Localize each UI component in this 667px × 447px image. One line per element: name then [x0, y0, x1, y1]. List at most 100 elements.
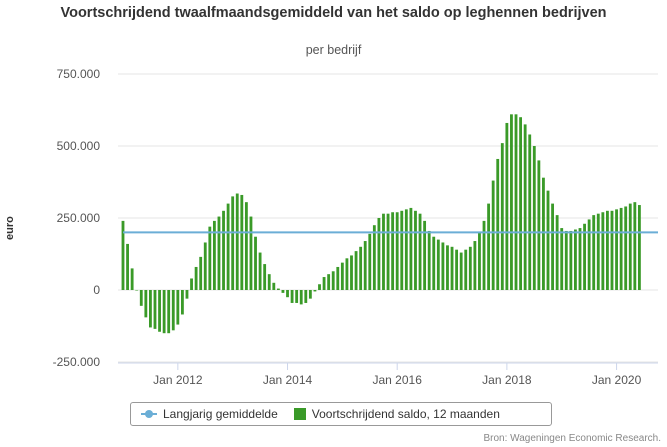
bar [208, 226, 212, 290]
y-tick-label: -250.000 [53, 355, 101, 369]
bar [400, 210, 404, 290]
bar [249, 216, 253, 290]
bar [500, 143, 504, 290]
credits-text: Bron: Wageningen Economic Research. [483, 433, 662, 444]
bar [149, 290, 152, 328]
bar [569, 230, 573, 290]
bar [158, 290, 161, 332]
bar [637, 205, 641, 290]
bar [281, 290, 285, 293]
bar [144, 290, 148, 318]
bar [304, 290, 308, 303]
bar [185, 290, 189, 299]
y-tick-label: 750.000 [57, 67, 101, 81]
legend-label-saldo: Voortschrijdend saldo, 12 maanden [311, 407, 500, 421]
bar [313, 290, 317, 292]
legend-item-saldo[interactable]: Voortschrijdend saldo, 12 maanden [293, 407, 500, 421]
y-tick-label: 250.000 [57, 211, 101, 225]
bar [203, 242, 207, 290]
bar [555, 215, 559, 290]
bar [560, 228, 564, 290]
bar [592, 215, 596, 290]
bar [222, 210, 225, 290]
bar [331, 271, 335, 290]
bar [368, 233, 372, 290]
bar [327, 274, 331, 290]
bar [423, 220, 427, 290]
y-tick-label: 500.000 [57, 139, 101, 153]
bar [226, 203, 230, 290]
bar [482, 220, 486, 290]
bar [427, 230, 431, 290]
bar [615, 209, 618, 290]
bar [404, 209, 408, 290]
bar [276, 288, 280, 290]
bar [194, 266, 198, 290]
bar [231, 196, 235, 290]
chart-title: Voortschrijdend twaalfmaandsgemiddeld va… [60, 5, 607, 21]
y-axis-ticks: -250.000 0 250.000 500.000 750.000 [53, 67, 101, 369]
bar [359, 246, 363, 290]
chart-legend: Langjarig gemiddelde Voortschrijdend sal… [130, 402, 552, 426]
y-tick-label: 0 [93, 283, 100, 297]
bar [633, 202, 637, 290]
bar [624, 206, 628, 290]
bar [601, 212, 605, 290]
bar-series [121, 114, 641, 334]
bar [180, 290, 184, 315]
bar [363, 241, 367, 290]
bar [382, 213, 385, 290]
bar [587, 219, 591, 290]
legend-bar-marker [293, 408, 306, 420]
bar [468, 246, 472, 290]
bar [487, 203, 491, 290]
bar [377, 218, 381, 290]
bar [409, 207, 413, 290]
x-tick-label: Jan 2020 [592, 373, 642, 387]
bar [199, 256, 203, 290]
bar [610, 210, 614, 290]
bar [414, 210, 417, 290]
bar [121, 220, 125, 290]
bar [564, 230, 568, 290]
bar [436, 239, 440, 290]
bar [272, 282, 276, 290]
bar [446, 245, 449, 290]
legend-item-average[interactable]: Langjarig gemiddelde [141, 407, 278, 421]
bar [628, 203, 632, 290]
bar [418, 213, 422, 290]
bar [135, 290, 139, 291]
bar [441, 242, 445, 290]
bar [583, 223, 586, 290]
bar [167, 290, 171, 334]
bar [299, 290, 303, 305]
bar [263, 264, 267, 290]
bar [254, 236, 257, 290]
bar [258, 252, 262, 290]
bar [295, 290, 299, 303]
bar [551, 203, 554, 290]
bar [126, 243, 129, 290]
x-tick-label: Jan 2012 [153, 373, 203, 387]
bar [464, 249, 468, 290]
bar [432, 236, 436, 290]
bar [496, 158, 500, 290]
bar [290, 290, 294, 303]
bar [532, 146, 536, 290]
bar [308, 290, 312, 299]
bar [391, 212, 395, 290]
bar [510, 114, 513, 290]
bar [350, 255, 353, 290]
bar [386, 213, 390, 290]
bar [519, 117, 522, 290]
bar [354, 251, 358, 290]
bar [267, 274, 271, 290]
bar [546, 190, 550, 290]
bar [478, 232, 481, 290]
bar [286, 290, 289, 298]
bar [596, 213, 600, 290]
bar [619, 207, 623, 290]
bar [491, 180, 495, 290]
chart-subtitle: per bedrijf [305, 43, 362, 57]
